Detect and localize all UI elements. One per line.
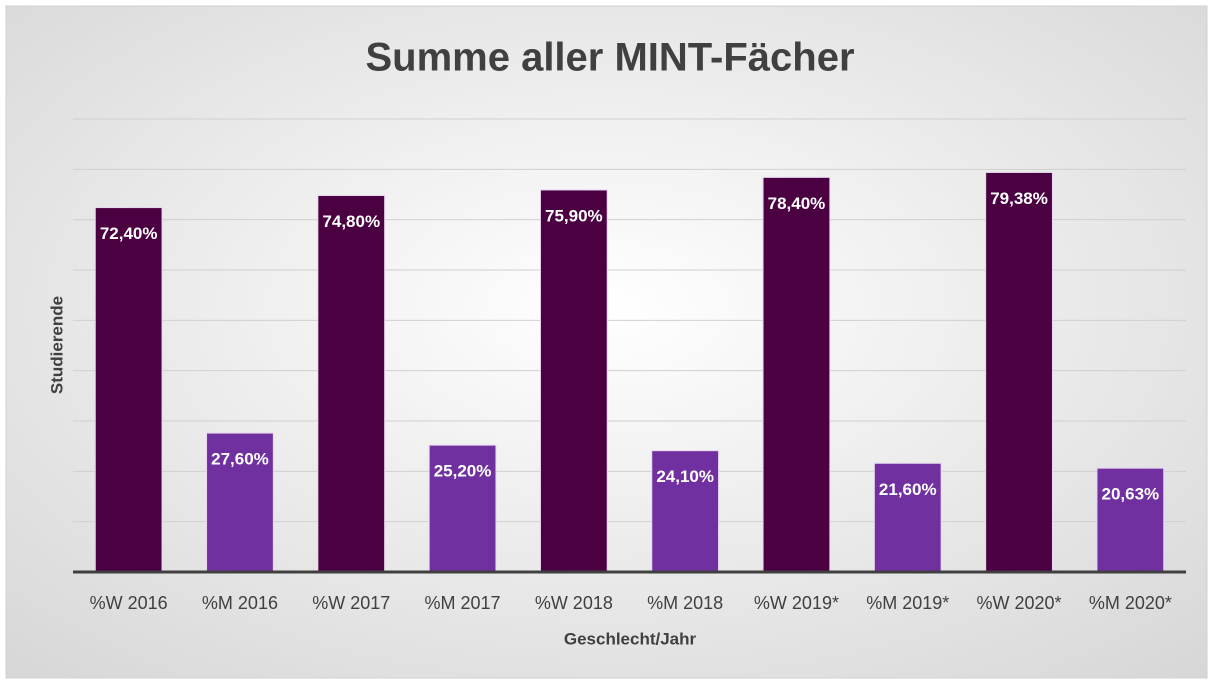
value-label: 75,90%: [545, 206, 603, 225]
bar: [873, 462, 942, 573]
x-tick-label: %W 2018: [535, 593, 613, 613]
x-axis-label: Geschlecht/Jahr: [564, 629, 697, 648]
x-tick-label: %M 2016: [202, 593, 278, 613]
value-label: 72,40%: [100, 224, 158, 243]
x-tick-label: %W 2016: [90, 593, 168, 613]
value-label: 78,40%: [768, 194, 826, 213]
value-label: 20,63%: [1102, 485, 1160, 504]
x-tick-label: %W 2019*: [754, 593, 839, 613]
value-label: 24,10%: [656, 467, 714, 486]
bar: [762, 176, 831, 573]
bar: [539, 189, 608, 573]
value-label: 74,80%: [322, 212, 380, 231]
value-label: 25,20%: [434, 462, 492, 481]
bar: [1096, 467, 1165, 573]
y-axis-label: Studierende: [47, 296, 66, 394]
value-label: 21,60%: [879, 480, 937, 499]
bar: [651, 450, 720, 573]
x-tick-label: %M 2018: [647, 593, 723, 613]
bar: [206, 432, 274, 573]
x-tick-label: %M 2020*: [1089, 593, 1172, 613]
bar: [985, 171, 1053, 573]
x-tick-label: %W 2017: [312, 593, 390, 613]
x-tick-label: %W 2020*: [977, 593, 1062, 613]
value-label: 27,60%: [211, 450, 269, 469]
x-tick-label: %M 2019*: [866, 593, 949, 613]
value-label: 79,38%: [990, 189, 1048, 208]
x-tick-label: %M 2017: [425, 593, 501, 613]
bar: [94, 207, 163, 573]
chart-title: Summe aller MINT-Fächer: [365, 36, 854, 80]
bar: [317, 195, 386, 573]
